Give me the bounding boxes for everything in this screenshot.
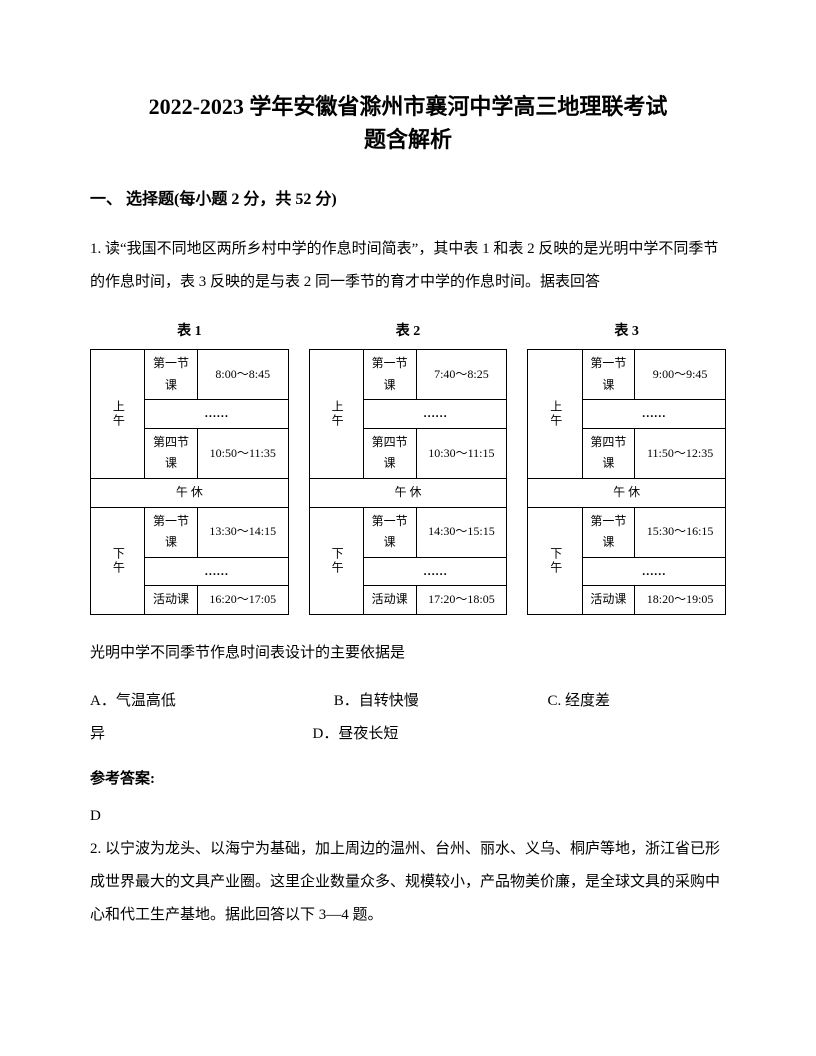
table-1-noon-break: 午 休 (91, 478, 289, 507)
table-cell: 14:30～15:15 (416, 507, 507, 557)
table-3-caption: 表 3 (527, 319, 726, 344)
table-cell: …… (145, 400, 288, 429)
table-cell: 15:30～16:15 (635, 507, 726, 557)
table-cell: 8:00～8:45 (197, 349, 288, 399)
table-3-wrapper: 表 3 上午 第一节课 9:00～9:45 …… 第四节课 11:50～12:3… (527, 319, 726, 615)
table-cell: 活动课 (145, 586, 198, 615)
table-2-caption: 表 2 (309, 319, 508, 344)
answer-value: D (90, 803, 726, 830)
table-2-afternoon-label: 下午 (309, 507, 363, 614)
table-1-afternoon-label: 下午 (91, 507, 145, 614)
table-3-morning-label: 上午 (528, 349, 582, 478)
table-cell: 18:20～19:05 (635, 586, 726, 615)
table-1-morning-label: 上午 (91, 349, 145, 478)
table-1-wrapper: 表 1 上午 第一节课 8:00～8:45 …… 第四节课 10:50～11:3… (90, 319, 289, 615)
table-cell: 13:30～14:15 (197, 507, 288, 557)
table-cell: 第四节课 (582, 428, 635, 478)
table-cell: 17:20～18:05 (416, 586, 507, 615)
table-cell: 10:30～11:15 (416, 428, 507, 478)
table-cell: 第一节课 (582, 349, 635, 399)
table-2-noon-break: 午 休 (309, 478, 507, 507)
q1-subquestion: 光明中学不同季节作息时间表设计的主要依据是 (90, 640, 726, 667)
option-c: C. 经度差 (548, 685, 648, 718)
option-b: B．自转快慢 (334, 685, 544, 718)
question-1-text: 1. 读“我国不同地区两所乡村中学的作息时间简表”，其中表 1 和表 2 反映的… (90, 233, 726, 299)
table-cell: 第一节课 (145, 349, 198, 399)
document-title: 2022-2023 学年安徽省滁州市襄河中学高三地理联考试 题含解析 (90, 90, 726, 156)
table-cell: …… (363, 557, 506, 586)
table-cell: 7:40～8:25 (416, 349, 507, 399)
table-cell: 11:50～12:35 (635, 428, 726, 478)
table-cell: 16:20～17:05 (197, 586, 288, 615)
question-2-text: 2. 以宁波为龙头、以海宁为基础，加上周边的温州、台州、丽水、义乌、桐庐等地，浙… (90, 833, 726, 932)
option-c-wrap: 异 (90, 718, 105, 751)
table-1: 上午 第一节课 8:00～8:45 …… 第四节课 10:50～11:35 午 … (90, 349, 289, 615)
table-cell: 活动课 (582, 586, 635, 615)
table-cell: 10:50～11:35 (197, 428, 288, 478)
table-3: 上午 第一节课 9:00～9:45 …… 第四节课 11:50～12:35 午 … (527, 349, 726, 615)
option-d: D．昼夜长短 (313, 718, 399, 751)
table-2-wrapper: 表 2 上午 第一节课 7:40～8:25 …… 第四节课 10:30～11:1… (309, 319, 508, 615)
table-cell: 第一节课 (363, 349, 416, 399)
table-2-morning-label: 上午 (309, 349, 363, 478)
table-2: 上午 第一节课 7:40～8:25 …… 第四节课 10:30～11:15 午 … (309, 349, 508, 615)
table-3-noon-break: 午 休 (528, 478, 726, 507)
answer-label: 参考答案: (90, 766, 726, 793)
table-cell: 活动课 (363, 586, 416, 615)
table-cell: 第一节课 (363, 507, 416, 557)
table-cell: 9:00～9:45 (635, 349, 726, 399)
section-header: 一、 选择题(每小题 2 分，共 52 分) (90, 186, 726, 215)
table-cell: …… (582, 400, 725, 429)
table-cell: 第一节课 (145, 507, 198, 557)
table-cell: 第四节课 (145, 428, 198, 478)
table-3-afternoon-label: 下午 (528, 507, 582, 614)
timetables-container: 表 1 上午 第一节课 8:00～8:45 …… 第四节课 10:50～11:3… (90, 319, 726, 615)
table-cell: 第一节课 (582, 507, 635, 557)
table-cell: …… (582, 557, 725, 586)
title-line-2: 题含解析 (90, 123, 726, 156)
table-cell: …… (145, 557, 288, 586)
table-cell: …… (363, 400, 506, 429)
table-1-caption: 表 1 (90, 319, 289, 344)
q1-options: A．气温高低 B．自转快慢 C. 经度差 异 D．昼夜长短 (90, 685, 726, 751)
title-line-1: 2022-2023 学年安徽省滁州市襄河中学高三地理联考试 (90, 90, 726, 123)
option-a: A．气温高低 (90, 685, 330, 718)
table-cell: 第四节课 (363, 428, 416, 478)
